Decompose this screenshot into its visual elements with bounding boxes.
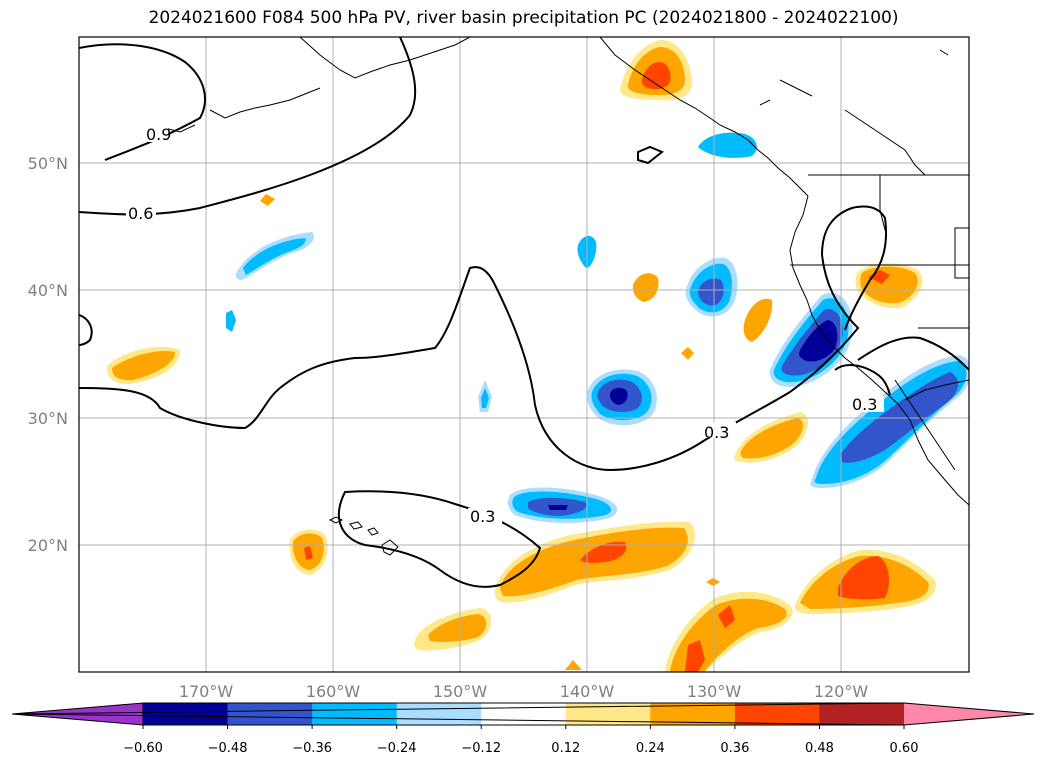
precip-bc-coast-negative <box>698 132 757 158</box>
lon-label-170w: 170°W <box>179 682 234 701</box>
colorbar-tick-label: 0.60 <box>890 741 919 756</box>
precip-small-positive-165w <box>260 194 275 206</box>
lat-label-40n: 40°N <box>28 281 68 300</box>
precip-small-positive-135w-35n <box>681 347 694 360</box>
colorbar-segment <box>650 703 736 725</box>
precip-positive-152w-15n <box>414 608 492 651</box>
colorbar-tick-label: −0.60 <box>123 741 163 756</box>
contour-label-0.3-c: 0.3 <box>852 395 877 414</box>
hawaiian-islands <box>328 516 399 556</box>
precip-positive-117w-41n <box>855 263 923 309</box>
lon-label-130w: 130°W <box>687 682 742 701</box>
colorbar-segments <box>12 703 1034 725</box>
colorbar-segment <box>565 703 651 725</box>
longitude-labels: 170°W 160°W 150°W 140°W 130°W 120°W <box>179 682 869 701</box>
precip-positive-172w-34n <box>106 346 181 385</box>
precip-negative-118w-28n <box>810 355 969 488</box>
colorbar-tick-label: −0.48 <box>208 741 248 756</box>
contour-label-0.6: 0.6 <box>128 204 153 223</box>
colorbar-segment <box>396 703 482 725</box>
precip-positive-118w-17n <box>794 549 936 614</box>
colorbar-segment <box>143 703 229 725</box>
precip-negative-142w-23n <box>507 487 618 523</box>
colorbar-extend-low <box>12 703 143 725</box>
colorbar-segment <box>227 703 313 725</box>
precip-positive-130w-13n <box>665 591 793 672</box>
colorbar-tick-label: −0.12 <box>461 741 501 756</box>
precip-negative-168w-37n <box>226 310 236 332</box>
colorbar-outline <box>11 702 1035 726</box>
colorbar-tick-label: 0.36 <box>720 741 749 756</box>
colorbar-segment <box>819 703 905 725</box>
map-title: 2024021600 F084 500 hPa PV, river basin … <box>148 8 899 28</box>
map-frame <box>78 36 970 673</box>
colorbar-segment <box>481 703 567 725</box>
map-plot-area <box>79 37 969 672</box>
precip-negative-132w-40n <box>685 257 738 317</box>
latitude-labels: 50°N 40°N 30°N 20°N <box>28 154 68 555</box>
colorbar-segment <box>312 703 398 725</box>
colorbar-segment <box>734 703 820 725</box>
lat-label-20n: 20°N <box>28 536 68 555</box>
lat-label-50n: 50°N <box>28 154 68 173</box>
coastlines <box>149 37 969 506</box>
precip-negative-148w-31n <box>478 380 492 412</box>
precip-negative-160w-45n <box>235 232 315 280</box>
colorbar-tick-label: −0.24 <box>377 741 417 756</box>
colorbar-ticks: −0.60 −0.48 −0.36 −0.24 −0.12 0.12 0.24 0.36 0.4… <box>123 725 918 756</box>
lat-label-30n: 30°N <box>28 409 68 428</box>
precip-positive-162w-19n <box>289 529 328 575</box>
precip-negative-coast-37n <box>769 292 853 388</box>
colorbar-tick-label: 0.24 <box>636 741 665 756</box>
precip-negative-137w-32n <box>587 369 657 426</box>
precip-small-positive-130w-17n <box>706 578 720 586</box>
contour-label-0.3-b: 0.3 <box>704 423 729 442</box>
precip-small-positive-140w-11n <box>565 660 582 670</box>
colorbar-tick-label: −0.36 <box>292 741 332 756</box>
precip-shading <box>106 40 969 672</box>
contour-label-0.3-a: 0.3 <box>470 507 495 526</box>
colorbar: −0.60 −0.48 −0.36 −0.24 −0.12 0.12 0.24 0.36 0.4… <box>11 702 1035 756</box>
lon-label-150w: 150°W <box>433 682 488 701</box>
precip-panhandle-positive <box>620 40 693 101</box>
precip-positive-125w-27n <box>734 412 809 463</box>
lon-label-140w: 140°W <box>560 682 615 701</box>
precip-positive-136w-40n <box>632 273 659 302</box>
precip-positive-127w-38n <box>743 298 773 342</box>
colorbar-tick-label: 0.12 <box>551 741 580 756</box>
lon-label-120w: 120°W <box>814 682 869 701</box>
colorbar-tick-label: 0.48 <box>805 741 834 756</box>
contour-label-0.9: 0.9 <box>146 125 171 144</box>
colorbar-extend-high <box>904 703 1034 725</box>
lon-label-160w: 160°W <box>306 682 361 701</box>
contour-labels: 0.9 0.6 0.3 0.3 0.3 <box>126 125 884 526</box>
